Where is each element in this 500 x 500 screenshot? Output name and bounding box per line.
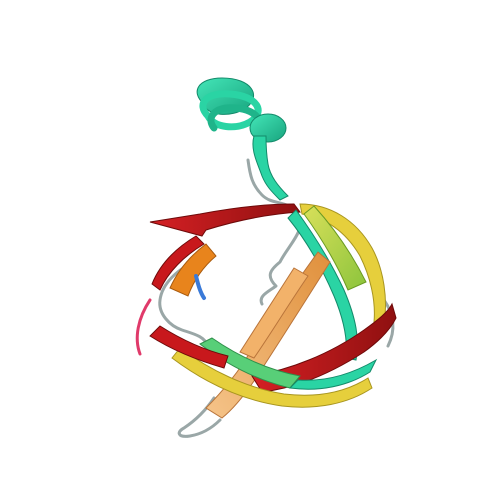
beta-strand-red-top [149, 203, 301, 237]
beta-strand-red-left [151, 235, 205, 291]
beta-strand-lime [303, 205, 367, 291]
beta-strand-red-bottom [251, 302, 397, 393]
helix-stem [252, 135, 289, 201]
helix-turn-2 [199, 90, 262, 131]
beta-strand-teal-bottom [288, 358, 378, 390]
loop-blue [194, 274, 206, 300]
beta-sheet [135, 203, 397, 419]
beta-strand-red-lower-left [149, 325, 229, 369]
coil-loop-bottom [177, 396, 222, 438]
helix-bulb [249, 113, 287, 143]
beta-strand-yellow-bottom [171, 347, 373, 408]
coil-loop-center [259, 226, 302, 306]
loop-pink [135, 298, 152, 356]
coil-loop-left [158, 260, 210, 348]
beta-strand-peach-inner [239, 267, 309, 359]
alpha-helix [196, 77, 289, 201]
beta-strand-orange [169, 243, 217, 297]
